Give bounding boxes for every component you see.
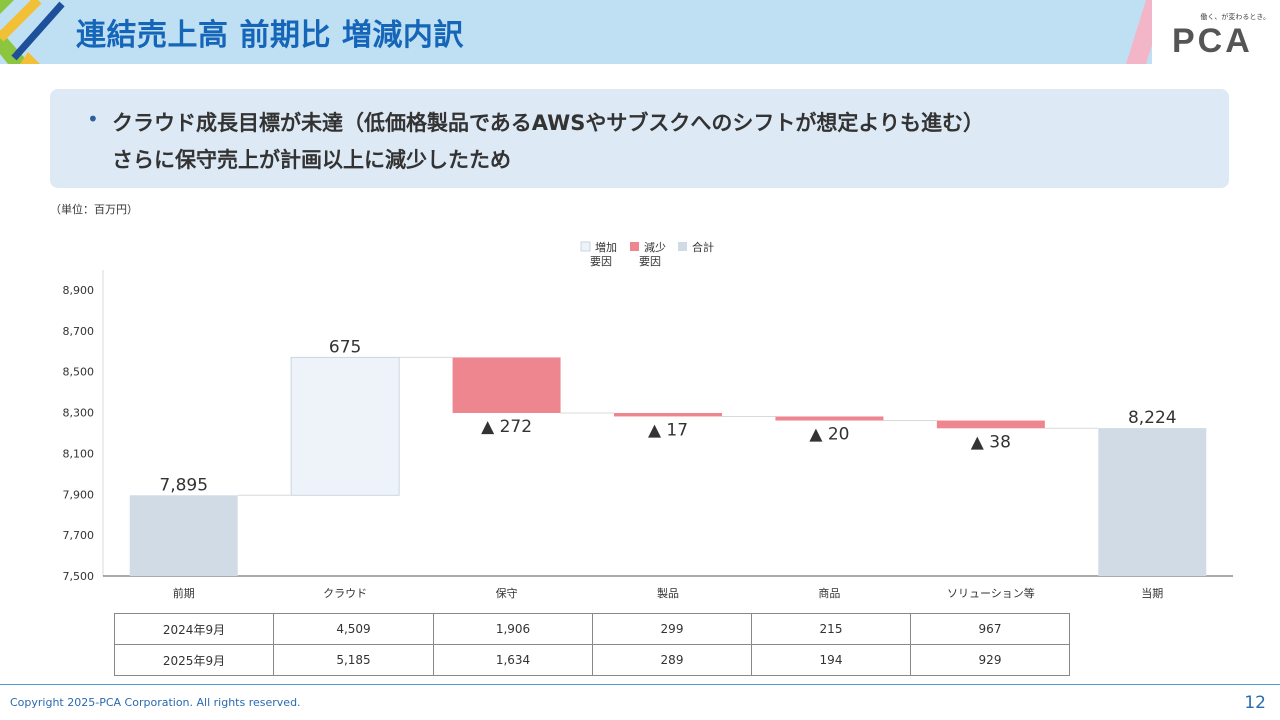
legend-swatch-increase [580, 241, 591, 252]
pca-logo: PCA [1172, 22, 1253, 60]
footer-divider [0, 684, 1280, 685]
bullet-icon: • [87, 107, 99, 131]
x-tick-label: 商品 [818, 586, 840, 600]
data-label: ▲ 38 [971, 432, 1011, 452]
page-number: 12 [1244, 693, 1266, 713]
y-tick-label: 8,700 [63, 325, 95, 338]
y-tick-label: 8,100 [63, 447, 95, 460]
x-tick-label: クラウド [323, 587, 367, 600]
table-cell: 299 [592, 613, 752, 645]
y-tick-label: 7,500 [63, 570, 95, 583]
waterfall-chart: 7,500 7,700 7,900 8,100 8,300 8,500 8,700 8,900… [63, 240, 1233, 600]
bar-total [129, 495, 238, 576]
comparison-table: 2024年9月 4,509 1,906 299 215 967 2025年9月 … [114, 613, 1070, 676]
unit-label: （単位：百万円） [50, 203, 138, 216]
table-cell: 967 [910, 613, 1070, 645]
y-tick-label: 8,300 [63, 407, 95, 420]
copyright-text: Copyright 2025-PCA Corporation. All righ… [10, 696, 301, 709]
data-label: 7,895 [159, 475, 208, 495]
summary-callout: • クラウド成長目標が未達（低価格製品であるAWSやサブスクへのシフトが想定より… [50, 89, 1229, 188]
x-tick-label: 前期 [173, 586, 195, 600]
data-label: 675 [329, 337, 361, 357]
bar-total [1098, 428, 1207, 576]
table-cell: 5,185 [273, 644, 434, 676]
data-label: ▲ 20 [809, 425, 849, 445]
legend-label: 減少 [644, 240, 666, 254]
legend-label: 要因 [639, 255, 661, 268]
y-tick-label: 7,700 [63, 529, 95, 542]
table-cell: 215 [751, 613, 911, 645]
x-tick-label: 当期 [1141, 586, 1163, 600]
table-cell: 1,906 [433, 613, 593, 645]
y-tick-label: 7,900 [63, 488, 95, 501]
x-tick-label: 保守 [496, 586, 518, 600]
table-cell: 289 [592, 644, 752, 676]
x-tick-label: ソリューション等 [947, 586, 1035, 600]
table-cell: 929 [910, 644, 1070, 676]
page-title: 連結売上高 前期比 増減内訳 [76, 18, 464, 53]
table-row: 2025年9月 5,185 1,634 289 194 929 [114, 644, 1070, 676]
legend-label: 合計 [692, 240, 714, 254]
legend-swatch-total [678, 242, 687, 251]
logo-tagline: 働く、が変わるとき。 [1200, 13, 1270, 21]
callout-line-2: さらに保守売上が計画以上に減少したため [112, 148, 511, 172]
table-cell-label: 2025年9月 [114, 644, 274, 676]
y-tick-label: 8,500 [63, 366, 95, 379]
callout-line-1: クラウド成長目標が未達（低価格製品であるAWSやサブスクへのシフトが想定よりも進… [112, 111, 984, 135]
header-bar [0, 0, 1280, 64]
table-cell: 1,634 [433, 644, 593, 676]
bar-decrease [452, 357, 561, 413]
bar-decrease [614, 412, 722, 417]
table-cell: 194 [751, 644, 911, 676]
legend-swatch-decrease [630, 242, 639, 251]
table-cell-label: 2024年9月 [114, 613, 274, 645]
bar-increase [290, 356, 400, 496]
logo-area: 働く、が変わるとき。 PCA [1152, 0, 1280, 64]
bar-decrease [775, 416, 884, 421]
table-row: 2024年9月 4,509 1,906 299 215 967 [114, 613, 1070, 645]
legend-label: 増加 [595, 241, 617, 254]
y-tick-label: 8,900 [63, 284, 95, 297]
data-label: 8,224 [1128, 408, 1177, 428]
data-label: ▲ 17 [648, 420, 688, 440]
table-cell: 4,509 [273, 613, 434, 645]
legend-label: 要因 [590, 255, 612, 268]
x-tick-label: 製品 [657, 586, 679, 600]
bar-decrease [936, 420, 1045, 429]
data-label: ▲ 272 [481, 417, 532, 437]
corner-decoration [0, 0, 65, 64]
